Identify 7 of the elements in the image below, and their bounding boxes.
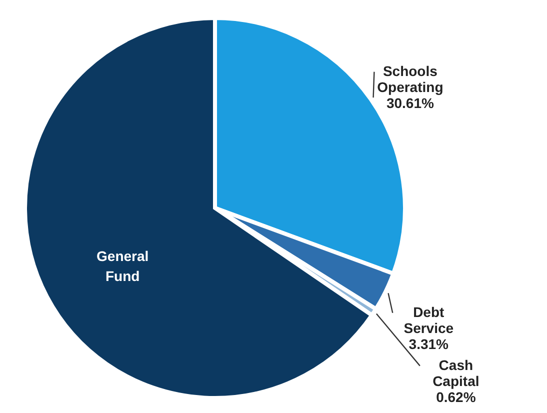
slice-label: Cash Capital <box>432 356 480 389</box>
slice-label: General Fund <box>96 248 149 284</box>
slice-label: Schools Operating <box>377 62 444 95</box>
data-label: 3.31% <box>408 336 450 352</box>
data-label: 30.61% <box>386 94 434 111</box>
slice-label: Debt Service <box>404 304 454 336</box>
data-label: 0.62% <box>436 388 476 405</box>
